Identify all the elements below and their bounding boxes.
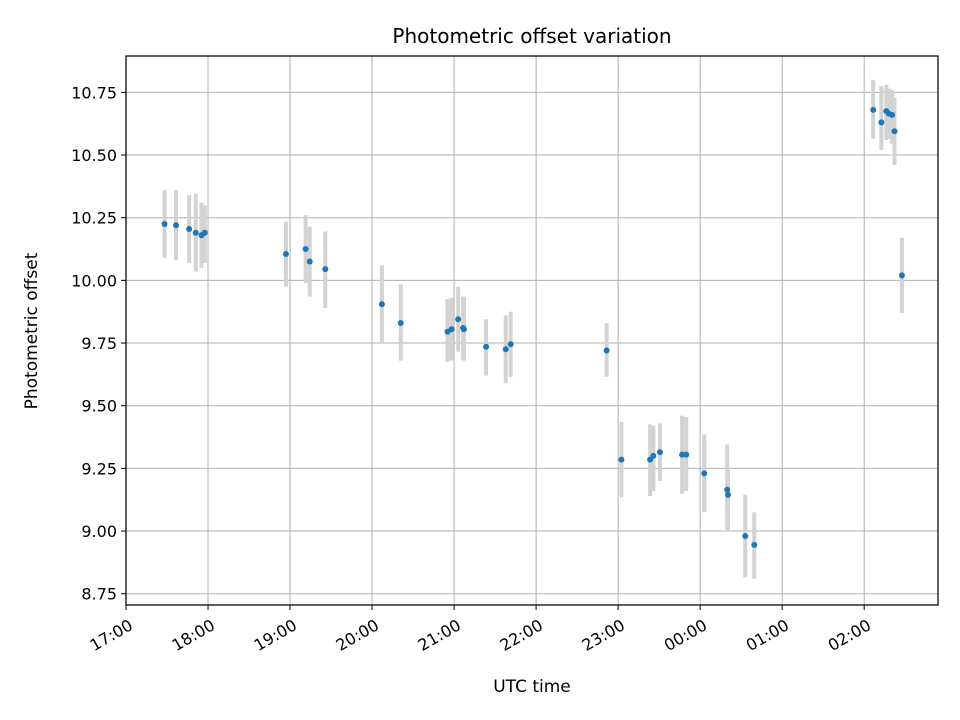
y-tick-label: 10.00: [71, 271, 117, 290]
x-tick-label: 17:00: [87, 615, 136, 655]
x-tick-label: 19:00: [251, 615, 300, 655]
data-point: [397, 319, 404, 326]
x-tick-label: 18:00: [169, 615, 218, 655]
data-point: [679, 451, 686, 458]
data-point: [870, 106, 877, 113]
data-point: [186, 225, 193, 232]
data-point: [306, 258, 313, 265]
y-axis-label: Photometric offset: [22, 252, 42, 409]
y-tick-label: 9.50: [81, 397, 117, 416]
data-point: [483, 343, 490, 350]
x-tick-label: 21:00: [415, 615, 464, 655]
chart-title: Photometric offset variation: [392, 24, 671, 48]
data-point: [192, 229, 199, 236]
x-tick-label: 20:00: [333, 615, 382, 655]
data-point: [878, 119, 885, 126]
y-tick-label: 9.25: [81, 459, 117, 478]
data-point: [502, 346, 509, 353]
x-tick-label: 02:00: [825, 615, 874, 655]
x-tick-label: 01:00: [743, 615, 792, 655]
y-tick-label: 8.75: [81, 585, 117, 604]
data-point: [683, 451, 690, 458]
x-axis-label: UTC time: [493, 677, 571, 697]
data-point: [603, 347, 610, 354]
data-point: [173, 222, 180, 229]
data-point: [656, 449, 663, 456]
data-point: [742, 533, 749, 540]
data-point: [650, 452, 657, 459]
data-point: [889, 111, 896, 118]
data-point: [725, 491, 732, 498]
y-tick-label: 9.00: [81, 522, 117, 541]
y-tick-label: 10.75: [71, 83, 117, 102]
data-point: [898, 272, 905, 279]
data-point: [201, 229, 208, 236]
x-tick-label: 22:00: [497, 615, 546, 655]
plot-area-frame: [125, 55, 939, 606]
data-point: [448, 326, 455, 333]
x-tick-label: 23:00: [579, 615, 628, 655]
data-point: [891, 128, 898, 135]
data-point: [724, 486, 731, 493]
data-point: [302, 246, 309, 253]
data-point: [751, 541, 758, 548]
data-point: [455, 316, 462, 323]
data-point: [507, 341, 514, 348]
grid-layer: [125, 56, 938, 605]
data-point: [618, 456, 625, 463]
point-layer: [161, 106, 905, 548]
data-point: [378, 301, 385, 308]
y-tick-label: 10.50: [71, 146, 117, 165]
data-point: [322, 266, 329, 273]
data-point: [282, 251, 289, 258]
y-tick-label: 10.25: [71, 209, 117, 228]
y-tick-label: 9.75: [81, 334, 117, 353]
x-tick-label: 00:00: [661, 615, 710, 655]
data-point: [701, 470, 708, 477]
data-point: [460, 326, 467, 333]
data-point: [161, 220, 168, 227]
